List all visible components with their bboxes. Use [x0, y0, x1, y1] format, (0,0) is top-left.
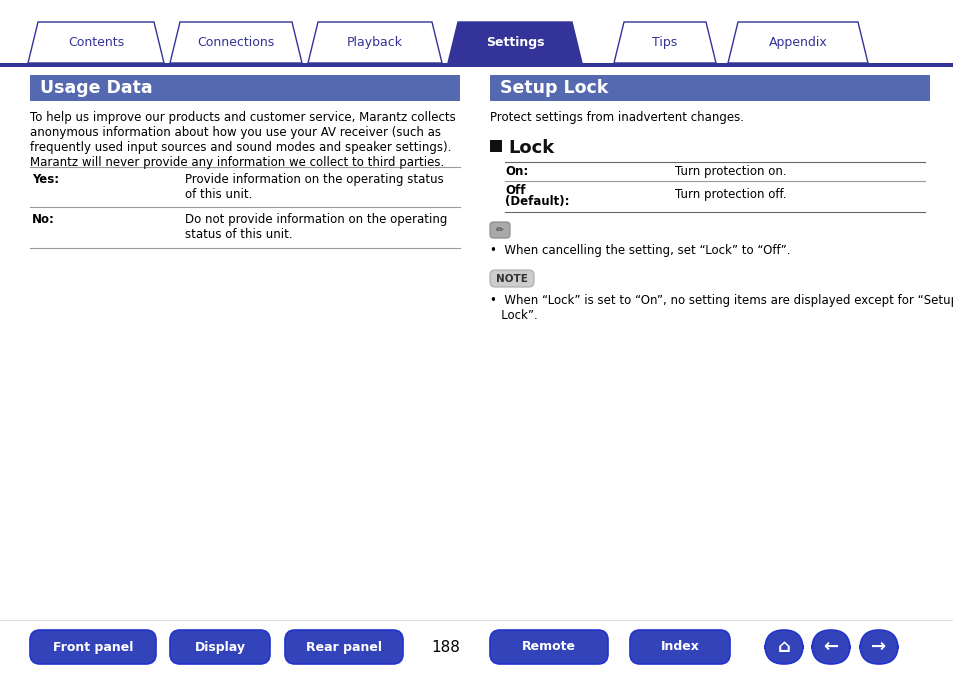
Text: Protect settings from inadvertent changes.: Protect settings from inadvertent change… [490, 111, 743, 124]
Text: Setup Lock: Setup Lock [499, 79, 608, 97]
Text: ✏: ✏ [496, 225, 503, 235]
Text: To help us improve our products and customer service, Marantz collects
anonymous: To help us improve our products and cust… [30, 111, 456, 169]
Text: Index: Index [659, 641, 699, 653]
Text: Remote: Remote [521, 641, 576, 653]
Text: On:: On: [504, 165, 528, 178]
FancyBboxPatch shape [490, 222, 510, 238]
Polygon shape [448, 22, 581, 63]
Text: Usage Data: Usage Data [40, 79, 152, 97]
Text: Turn protection on.: Turn protection on. [675, 165, 786, 178]
Bar [490, 140, 501, 152]
Text: Display: Display [194, 641, 245, 653]
Text: Yes:: Yes: [32, 173, 59, 186]
Bar [0, 620, 953, 673]
Bar [30, 75, 459, 101]
Text: Off: Off [504, 184, 525, 197]
Text: ←: ← [822, 638, 838, 656]
Text: (Default):: (Default): [504, 195, 569, 208]
Polygon shape [28, 22, 164, 63]
Bar [490, 75, 929, 101]
FancyBboxPatch shape [490, 630, 607, 664]
FancyBboxPatch shape [170, 630, 270, 664]
Text: •  When cancelling the setting, set “Lock” to “Off”.: • When cancelling the setting, set “Lock… [490, 244, 790, 257]
FancyBboxPatch shape [30, 630, 156, 664]
Text: Rear panel: Rear panel [306, 641, 381, 653]
FancyBboxPatch shape [811, 630, 849, 664]
Text: •  When “Lock” is set to “On”, no setting items are displayed except for “Setup
: • When “Lock” is set to “On”, no setting… [490, 294, 953, 322]
Text: Lock: Lock [507, 139, 554, 157]
Text: →: → [870, 638, 885, 656]
Text: Contents: Contents [68, 36, 124, 49]
Text: Playback: Playback [347, 36, 402, 49]
FancyBboxPatch shape [859, 630, 897, 664]
Text: ⌂: ⌂ [777, 638, 790, 656]
Text: Front panel: Front panel [52, 641, 133, 653]
Polygon shape [170, 22, 302, 63]
Bar [0, 63, 953, 67]
Polygon shape [614, 22, 716, 63]
Polygon shape [727, 22, 867, 63]
FancyBboxPatch shape [764, 630, 802, 664]
Text: Connections: Connections [197, 36, 274, 49]
Text: 188: 188 [431, 639, 460, 655]
Text: Do not provide information on the operating
status of this unit.: Do not provide information on the operat… [185, 213, 447, 241]
Text: Tips: Tips [652, 36, 677, 49]
Text: NOTE: NOTE [496, 273, 527, 283]
Text: Settings: Settings [485, 36, 543, 49]
Text: Turn protection off.: Turn protection off. [675, 188, 785, 201]
FancyBboxPatch shape [285, 630, 402, 664]
FancyBboxPatch shape [629, 630, 729, 664]
FancyBboxPatch shape [490, 270, 534, 287]
Text: Provide information on the operating status
of this unit.: Provide information on the operating sta… [185, 173, 443, 201]
Polygon shape [308, 22, 441, 63]
Text: No:: No: [32, 213, 55, 226]
Text: Appendix: Appendix [768, 36, 826, 49]
